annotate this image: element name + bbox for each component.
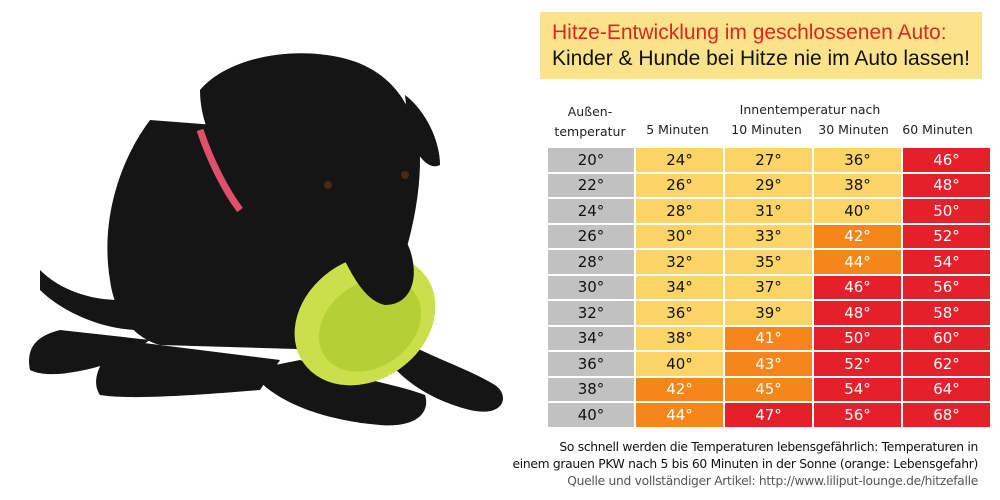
outside-temp-cell: 24° (548, 199, 634, 223)
outside-header-line-2: temperatur (554, 124, 626, 139)
col-header-5: 5 Minuten (646, 122, 709, 137)
outside-temp-cell: 38° (548, 377, 634, 401)
table-row: 38° 42° 45° 54° 64° (548, 377, 990, 401)
inside-temp-header: Innentemperatur nach (739, 102, 881, 117)
table-row: 36° 40° 43° 52° 62° (548, 352, 990, 376)
inside-temp-cell: 38° (814, 173, 901, 197)
inside-temp-cell: 26° (636, 173, 723, 197)
dog-eye (324, 181, 332, 189)
inside-temp-cell: 68° (903, 403, 990, 427)
outside-temp-cell: 22° (548, 173, 634, 197)
dog-eye (401, 171, 409, 179)
table-row: 22° 26° 29° 38° 48° (548, 173, 990, 197)
inside-temp-cell: 40° (814, 199, 901, 223)
col-header-10: 10 Minuten (731, 122, 802, 137)
temperature-table: 20° 24° 27° 36° 46° 22° 26° 29° 38° 48° 24° 28° 31° 4… (546, 146, 992, 429)
inside-temp-cell: 29° (725, 173, 812, 197)
inside-temp-cell: 40° (636, 352, 723, 376)
inside-temp-cell: 42° (814, 224, 901, 248)
inside-temp-cell: 39° (725, 301, 812, 325)
inside-temp-cell: 56° (903, 275, 990, 299)
inside-temp-cell: 44° (814, 250, 901, 274)
inside-temp-cell: 54° (814, 377, 901, 401)
inside-temp-cell: 37° (725, 275, 812, 299)
outside-header-line-1: Außen- (567, 104, 613, 119)
inside-temp-cell: 50° (903, 199, 990, 223)
title-line-1: Hitze-Entwicklung im geschlossenen Auto: (552, 21, 947, 44)
inside-temp-cell: 47° (725, 403, 812, 427)
collar (196, 128, 243, 213)
inside-temp-cell: 30° (636, 224, 723, 248)
inside-temp-cell: 46° (814, 275, 901, 299)
inside-temp-cell: 44° (636, 403, 723, 427)
col-header-60: 60 Minuten (902, 122, 973, 137)
inside-temp-cell: 42° (636, 377, 723, 401)
title-line-2: Kinder & Hunde bei Hitze nie im Auto las… (552, 47, 970, 70)
footer-line-2: einem grauen PKW nach 5 bis 60 Minuten i… (512, 457, 978, 471)
dog-photo (29, 53, 503, 426)
inside-temp-cell: 24° (636, 148, 723, 172)
inside-temp-cell: 43° (725, 352, 812, 376)
inside-temp-cell: 32° (636, 250, 723, 274)
table-row: 24° 28° 31° 40° 50° (548, 199, 990, 223)
inside-temp-cell: 45° (725, 377, 812, 401)
inside-temp-cell: 38° (636, 326, 723, 350)
table-row: 30° 34° 37° 46° 56° (548, 275, 990, 299)
table-row: 28° 32° 35° 44° 54° (548, 250, 990, 274)
inside-temp-cell: 41° (725, 326, 812, 350)
outside-temp-cell: 20° (548, 148, 634, 172)
inside-temp-cell: 52° (814, 352, 901, 376)
outside-temp-cell: 34° (548, 326, 634, 350)
table-row: 40° 44° 47° 56° 68° (548, 403, 990, 427)
table-row: 32° 36° 39° 48° 58° (548, 301, 990, 325)
dog-body (29, 53, 503, 426)
inside-temp-cell: 33° (725, 224, 812, 248)
title-box: Hitze-Entwicklung im geschlossenen Auto:… (540, 12, 982, 79)
inside-temp-cell: 35° (725, 250, 812, 274)
outside-temp-cell: 30° (548, 275, 634, 299)
inside-temp-cell: 46° (903, 148, 990, 172)
table-row: 20° 24° 27° 36° 46° (548, 148, 990, 172)
table-row: 34° 38° 41° 50° 60° (548, 326, 990, 350)
outside-temp-cell: 36° (548, 352, 634, 376)
outside-temp-cell: 40° (548, 403, 634, 427)
outside-temp-cell: 32° (548, 301, 634, 325)
outside-temp-header: Außen- temperatur (546, 102, 634, 142)
inside-temp-cell: 31° (725, 199, 812, 223)
footer-line-1: So schnell werden die Temperaturen leben… (559, 440, 978, 454)
inside-temp-cell: 52° (903, 224, 990, 248)
outside-temp-cell: 28° (548, 250, 634, 274)
inside-temp-cell: 36° (636, 301, 723, 325)
footer-source: Quelle und vollständiger Artikel: http:/… (567, 474, 978, 488)
inside-temp-cell: 60° (903, 326, 990, 350)
inside-temp-cell: 50° (814, 326, 901, 350)
inside-temp-cell: 54° (903, 250, 990, 274)
col-header-30: 30 Minuten (818, 122, 889, 137)
dog-snout (330, 215, 414, 305)
inside-temp-cell: 28° (636, 199, 723, 223)
inside-temp-cell: 58° (903, 301, 990, 325)
inside-temp-cell: 48° (903, 173, 990, 197)
inside-temp-cell: 36° (814, 148, 901, 172)
inside-temp-cell: 27° (725, 148, 812, 172)
inside-temp-cell: 62° (903, 352, 990, 376)
inside-temp-cell: 56° (814, 403, 901, 427)
inside-temp-cell: 48° (814, 301, 901, 325)
inside-temp-cell: 64° (903, 377, 990, 401)
outside-temp-cell: 26° (548, 224, 634, 248)
inside-temp-cell: 34° (636, 275, 723, 299)
table-row: 26° 30° 33° 42° 52° (548, 224, 990, 248)
